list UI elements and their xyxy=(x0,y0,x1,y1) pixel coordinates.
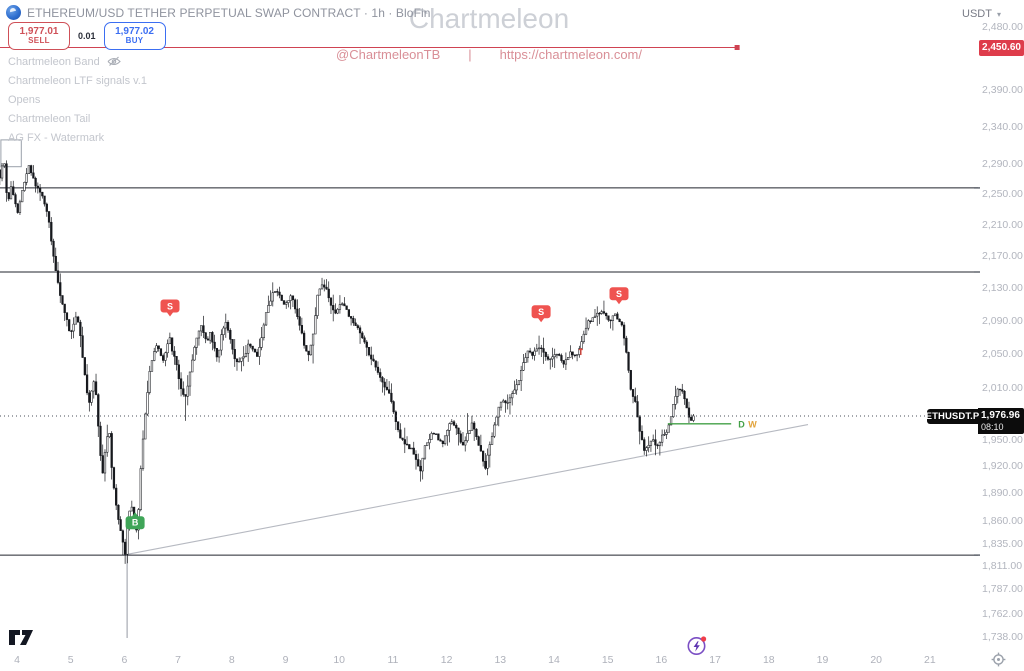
watermark-separator: | xyxy=(468,47,472,62)
price-axis-label: 2,010.00 xyxy=(982,381,1023,394)
time-axis-label: 17 xyxy=(709,654,721,666)
time-axis-label: 5 xyxy=(67,654,74,666)
symbol-logo-icon xyxy=(6,5,21,20)
candles-series xyxy=(0,160,695,564)
alert-price-tag: 2,450.60 xyxy=(979,39,1024,56)
price-axis-label: 2,480.00 xyxy=(982,21,1023,33)
time-axis-label: 19 xyxy=(816,654,829,666)
time-axis-label: 12 xyxy=(440,654,453,666)
price-axis-label: 1,860.00 xyxy=(982,514,1023,527)
price-axis[interactable]: 2,450.60 1,976.96 08:10 2,480.00 2,390.00… xyxy=(978,0,1024,648)
spread-value: 0.01 xyxy=(78,31,96,41)
svg-text:S: S xyxy=(538,307,544,317)
watermark-url: https://chartmeleon.com/ xyxy=(499,47,642,62)
last-price-value: 1,976.96 xyxy=(981,409,1020,421)
price-axis-label: 1,738.00 xyxy=(982,631,1023,643)
settings-gear-icon[interactable] xyxy=(991,652,1006,667)
watermark-subtitle: @ChartmeleonTB | https://chartmeleon.com… xyxy=(336,47,642,62)
svg-text:S: S xyxy=(616,289,622,299)
indicator-label: AG FX - Watermark xyxy=(8,131,105,144)
price-axis-label: 2,090.00 xyxy=(982,314,1023,327)
sell-signal-marker[interactable]: S xyxy=(160,299,180,317)
time-axis-label: 21 xyxy=(924,654,936,666)
price-axis-label: 2,170.00 xyxy=(982,250,1023,263)
indicator-label: Opens xyxy=(8,93,41,106)
watermark-title: Chartmeleon xyxy=(408,3,570,34)
time-axis-label: 13 xyxy=(494,654,507,666)
price-axis-label: 1,811.00 xyxy=(982,560,1023,573)
trendline[interactable] xyxy=(128,424,809,555)
chevron-down-icon: ▾ xyxy=(996,9,1001,19)
indicator-legend-item[interactable]: Opens xyxy=(8,90,147,109)
bar-countdown: 08:10 xyxy=(981,421,1004,432)
buy-signal-marker[interactable]: B xyxy=(125,512,145,530)
indicator-legend-item[interactable]: Chartmeleon Band xyxy=(8,52,147,71)
time-axis-label: 16 xyxy=(655,654,668,666)
time-axis-label: 20 xyxy=(870,654,883,666)
price-axis-label: 1,920.00 xyxy=(982,460,1023,473)
range-box[interactable] xyxy=(0,139,22,168)
chart-events-bolt-icon[interactable] xyxy=(685,633,709,657)
indicator-legend-item[interactable]: Chartmeleon LTF signals v.1 xyxy=(8,71,147,90)
price-axis-label: 1,787.00 xyxy=(982,583,1023,596)
time-axis-label: 10 xyxy=(333,654,346,666)
price-axis-label: 2,210.00 xyxy=(982,218,1023,231)
time-axis-label: 9 xyxy=(282,654,289,666)
time-axis-label: 8 xyxy=(228,654,235,666)
indicator-label: Chartmeleon LTF signals v.1 xyxy=(8,74,147,87)
price-axis-label: 1,950.00 xyxy=(982,433,1023,446)
symbol-header: ETHEREUM/USD TETHER PERPETUAL SWAP CONTR… xyxy=(6,5,431,20)
time-axis-label: 15 xyxy=(601,654,614,666)
sell-signal-marker[interactable]: S xyxy=(609,287,629,305)
time-axis-label: 4 xyxy=(14,654,20,666)
tradingview-logo[interactable] xyxy=(8,629,34,646)
eye-off-icon[interactable] xyxy=(107,56,121,67)
time-axis-label: 18 xyxy=(762,654,775,666)
svg-text:S: S xyxy=(167,302,173,312)
buy-button[interactable]: 1,977.02 BUY xyxy=(103,22,166,50)
time-axis-label: 7 xyxy=(175,654,182,666)
price-axis-label: 1,835.00 xyxy=(982,537,1023,550)
indicator-legend: Chartmeleon Band Chartmeleon LTF signals … xyxy=(8,52,147,147)
indicator-legend-item[interactable]: Chartmeleon Tail xyxy=(8,109,147,128)
open-level-label: D xyxy=(738,419,745,429)
sell-signal-marker[interactable]: S xyxy=(531,305,551,323)
price-axis-label: 2,250.00 xyxy=(982,188,1023,200)
svg-text:B: B xyxy=(132,517,139,527)
last-price-symbol-tag: ETHUSDT.P xyxy=(925,408,980,424)
price-axis-label: 2,390.00 xyxy=(982,84,1023,97)
indicator-legend-item[interactable]: AG FX - Watermark xyxy=(8,128,147,147)
time-axis[interactable]: 4 5 6 7 8 9 10 11 12 13 14 15 16 17 18 19 20 21 xyxy=(0,648,1024,671)
symbol-title[interactable]: ETHEREUM/USD TETHER PERPETUAL SWAP CONTR… xyxy=(27,5,431,20)
indicator-label: Chartmeleon Tail xyxy=(8,112,91,125)
last-price-tag: 1,976.96 08:10 xyxy=(978,407,1024,434)
sell-price: 1,977.01 xyxy=(19,25,59,37)
price-axis-label: 1,762.00 xyxy=(982,607,1023,620)
price-unit-dropdown[interactable]: USDT ▾ xyxy=(962,8,1001,20)
order-panel: 1,977.01 SELL 0.01 1,977.02 BUY xyxy=(8,22,166,50)
price-axis-label: 1,890.00 xyxy=(982,487,1023,500)
sell-button[interactable]: 1,977.01 SELL xyxy=(8,22,70,50)
buy-label: BUY xyxy=(125,36,144,46)
alert-line-handle[interactable] xyxy=(734,45,740,50)
open-level-label: W xyxy=(748,419,757,429)
time-axis-label: 11 xyxy=(387,654,399,666)
indicator-label: Chartmeleon Band xyxy=(8,55,100,68)
buy-price: 1,977.02 xyxy=(115,25,154,37)
time-axis-label: 14 xyxy=(548,654,560,666)
time-axis-label: 6 xyxy=(121,654,128,666)
price-axis-label: 2,130.00 xyxy=(982,282,1023,294)
price-unit-label: USDT xyxy=(962,8,992,20)
price-axis-label: 2,050.00 xyxy=(982,347,1023,360)
price-axis-label: 2,340.00 xyxy=(982,120,1023,133)
watermark-handle: @ChartmeleonTB xyxy=(336,47,441,62)
sell-label: SELL xyxy=(28,36,50,46)
price-axis-label: 2,290.00 xyxy=(982,157,1023,170)
